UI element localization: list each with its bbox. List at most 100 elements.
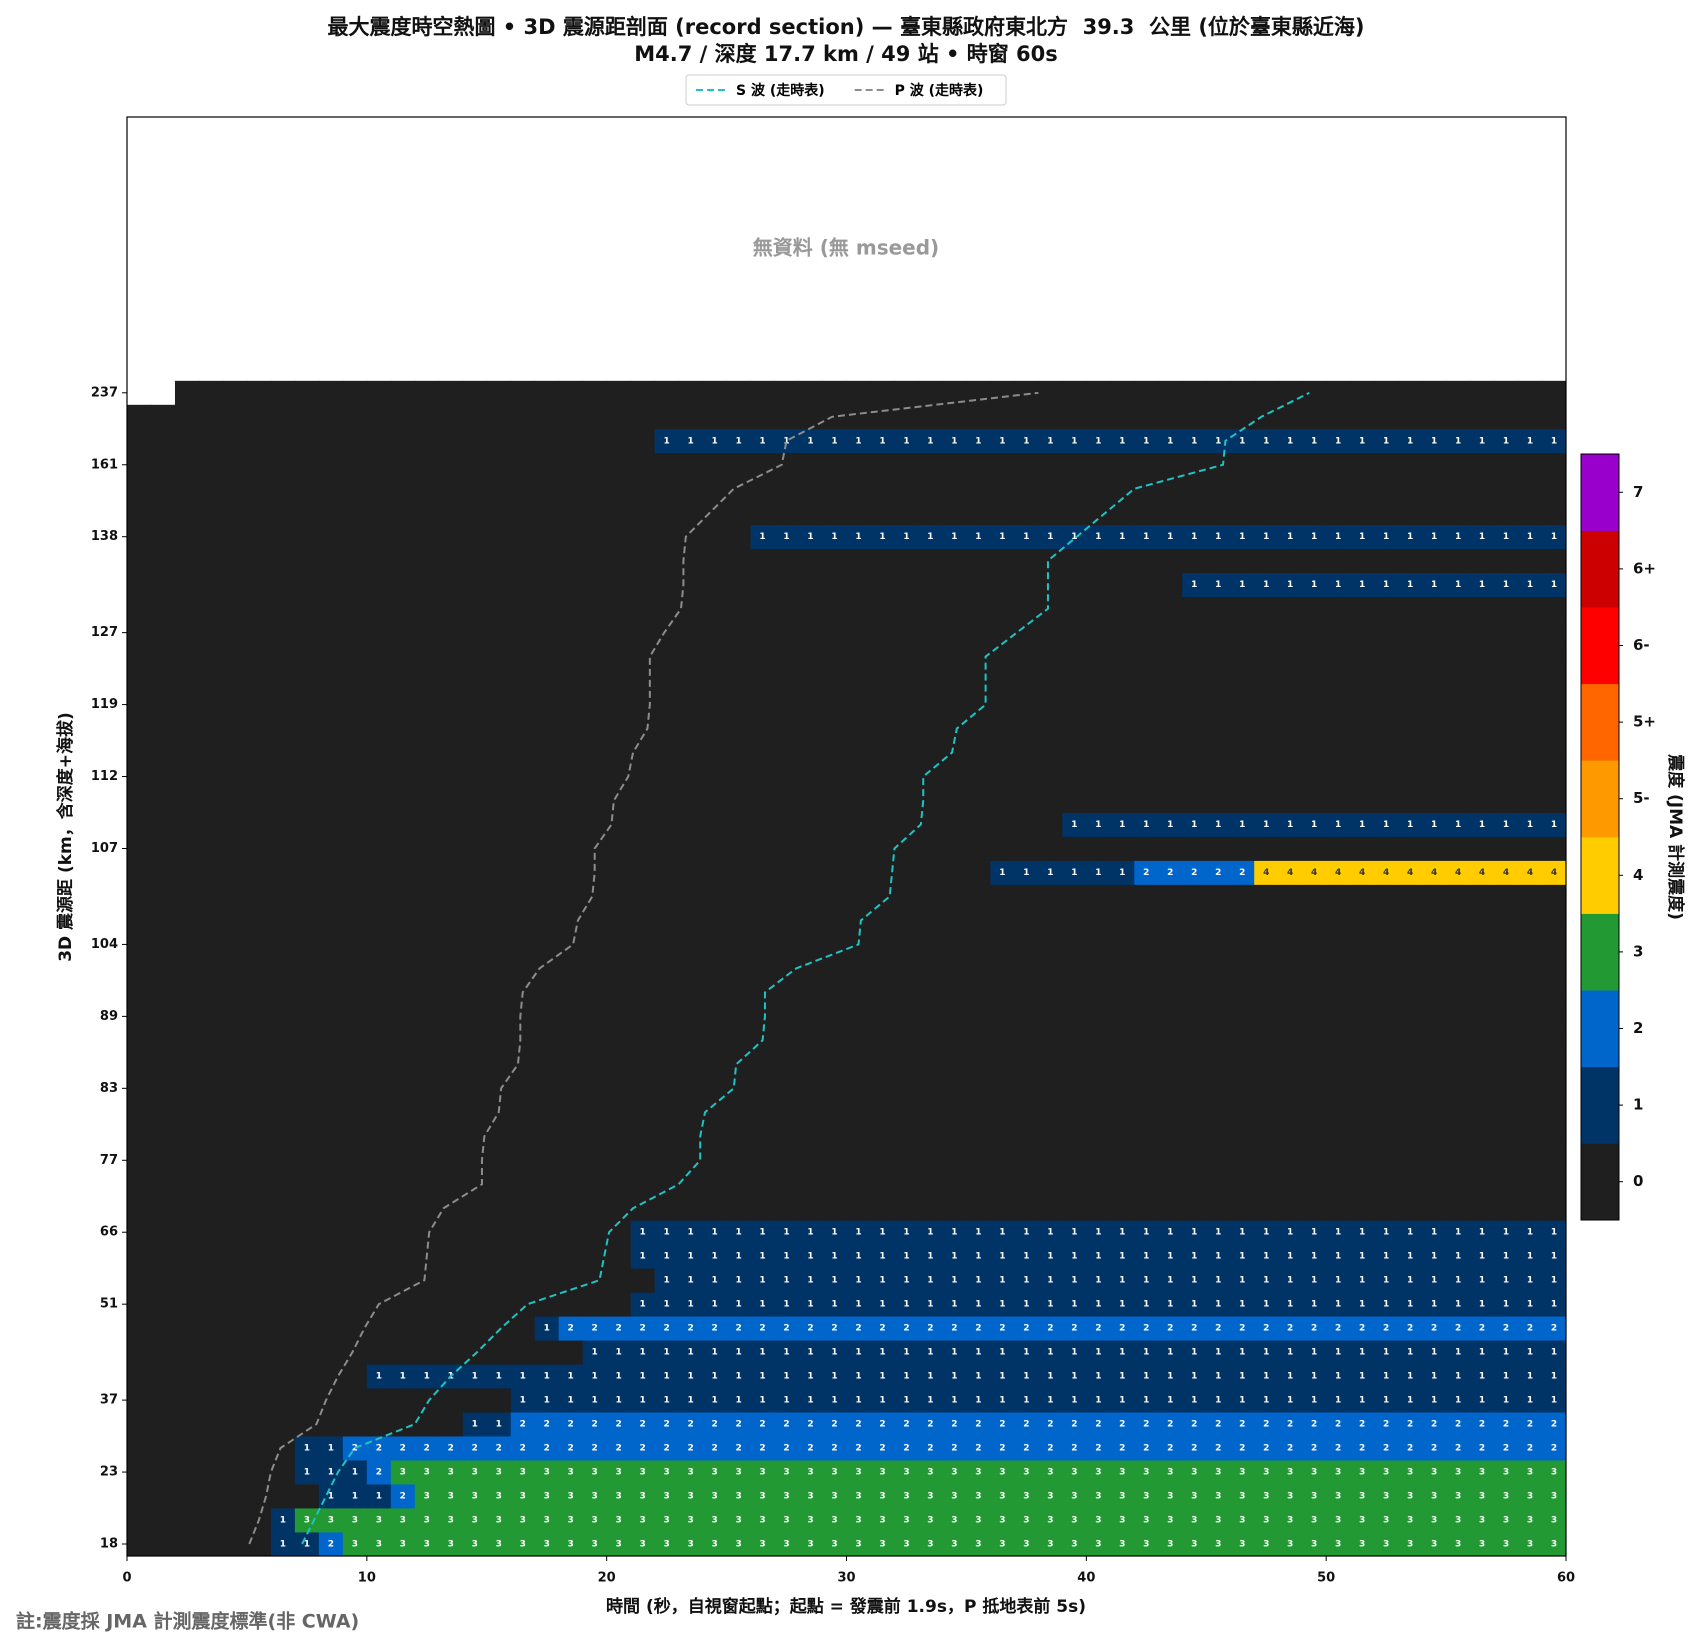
- heat-cell: [702, 980, 727, 1005]
- heat-cell: [534, 1076, 560, 1101]
- cell-label: 2: [352, 1444, 358, 1454]
- colorbar-swatch: [1581, 607, 1619, 685]
- heat-cell: [990, 740, 1015, 765]
- heat-cell: [222, 1028, 248, 1053]
- heat-cell: [366, 884, 392, 909]
- heat-cell: [462, 668, 488, 693]
- heat-cell: [366, 1412, 392, 1437]
- heat-cell: [966, 668, 991, 693]
- heat-cell: [1086, 980, 1111, 1005]
- cell-label: 1: [783, 1300, 789, 1310]
- cell-label: 1: [1311, 1348, 1317, 1358]
- heat-cell: [1062, 1364, 1087, 1389]
- heat-cell: [846, 476, 871, 502]
- heat-cell: [966, 1148, 991, 1173]
- cell-label: 2: [951, 1420, 957, 1430]
- cell-label: 3: [1335, 1468, 1341, 1478]
- heat-cell: [726, 1172, 751, 1197]
- heat-cell: [246, 548, 272, 574]
- heat-cell: [1230, 476, 1255, 502]
- cell-label: 3: [568, 1540, 574, 1550]
- heat-cell: [990, 908, 1015, 933]
- heat-cell: [558, 860, 584, 885]
- heat-cell: [366, 740, 392, 765]
- heat-cell: [1446, 692, 1471, 717]
- heat-cell: [486, 380, 512, 406]
- heat-cell: [222, 1268, 248, 1293]
- heat-cell: [702, 860, 727, 885]
- heat-cell: [510, 596, 536, 622]
- heat-cell: [1182, 380, 1207, 406]
- heat-cell: [1086, 1028, 1111, 1053]
- heat-cell: [318, 404, 344, 430]
- heat-cell: [1326, 1028, 1351, 1053]
- heat-cell: [366, 404, 392, 430]
- heat-cell: [1254, 1004, 1279, 1029]
- heat-cell: [150, 1100, 176, 1125]
- heat-cell: [127, 860, 152, 885]
- heat-cell: [1326, 1412, 1351, 1437]
- heat-cell: [534, 740, 560, 765]
- heat-cell: [774, 1076, 799, 1101]
- cell-label: 1: [927, 1276, 933, 1286]
- heat-cell: [1446, 380, 1471, 406]
- cell-label: 2: [759, 1444, 765, 1454]
- heat-cell: [486, 956, 512, 981]
- heat-cell: [1158, 428, 1183, 454]
- heat-cell: [438, 788, 464, 813]
- heat-cell: [1350, 404, 1375, 430]
- heat-cell: [438, 884, 464, 909]
- heat-cell: [918, 1436, 943, 1461]
- heat-cell: [390, 1412, 416, 1437]
- heat-cell: [127, 644, 152, 670]
- heat-cell: [1422, 740, 1447, 765]
- heat-cell: [1542, 596, 1567, 622]
- heat-cell: [318, 692, 344, 717]
- cell-label: 2: [855, 1420, 861, 1430]
- heat-cell: [870, 620, 895, 646]
- cell-label: 1: [1551, 1396, 1557, 1406]
- cell-label: 1: [1407, 820, 1413, 830]
- cell-label: 2: [1047, 1444, 1053, 1454]
- heat-cell: [1350, 500, 1375, 526]
- heat-cell: [702, 596, 727, 622]
- heat-cell: [1182, 740, 1207, 765]
- cell-label: 4: [1311, 868, 1317, 878]
- y-tick-label: 112: [91, 769, 118, 784]
- cell-label: 2: [1263, 1444, 1269, 1454]
- heat-cell: [1470, 1004, 1495, 1029]
- heat-cell: [750, 1292, 775, 1317]
- heat-cell: [990, 620, 1015, 646]
- cell-label: 1: [783, 1396, 789, 1406]
- cell-label: 1: [1215, 1348, 1221, 1358]
- heat-cell: [1206, 1364, 1231, 1389]
- heat-cell: [1470, 1148, 1495, 1173]
- heat-cell: [870, 812, 895, 837]
- cell-label: 2: [783, 1444, 789, 1454]
- heat-cell: [1230, 620, 1255, 646]
- heat-cell: [150, 1268, 176, 1293]
- heat-cell: [534, 764, 560, 789]
- cell-label: 3: [640, 1492, 646, 1502]
- heat-cell: [1110, 524, 1135, 550]
- heat-cell: [414, 1124, 440, 1149]
- heat-cell: [1014, 836, 1039, 861]
- heat-cell: [822, 1292, 847, 1317]
- heat-cell: [702, 1532, 727, 1557]
- heat-cell: [342, 1100, 368, 1125]
- heat-cell: [1182, 956, 1207, 981]
- heat-cell: [870, 1172, 895, 1197]
- cell-label: 2: [328, 1540, 334, 1550]
- cell-label: 3: [448, 1516, 454, 1526]
- heat-cell: [462, 1196, 488, 1221]
- heat-cell: [1542, 812, 1567, 837]
- heat-cell: [1254, 500, 1279, 526]
- heat-cell: [1350, 1100, 1375, 1125]
- cell-label: 2: [1551, 1444, 1557, 1454]
- heat-cell: [1038, 860, 1063, 885]
- cell-label: 1: [1455, 1252, 1461, 1262]
- heat-cell: [678, 1436, 703, 1461]
- heat-cell: [750, 452, 775, 478]
- heat-cell: [534, 1028, 560, 1053]
- heat-cell: [1158, 620, 1183, 646]
